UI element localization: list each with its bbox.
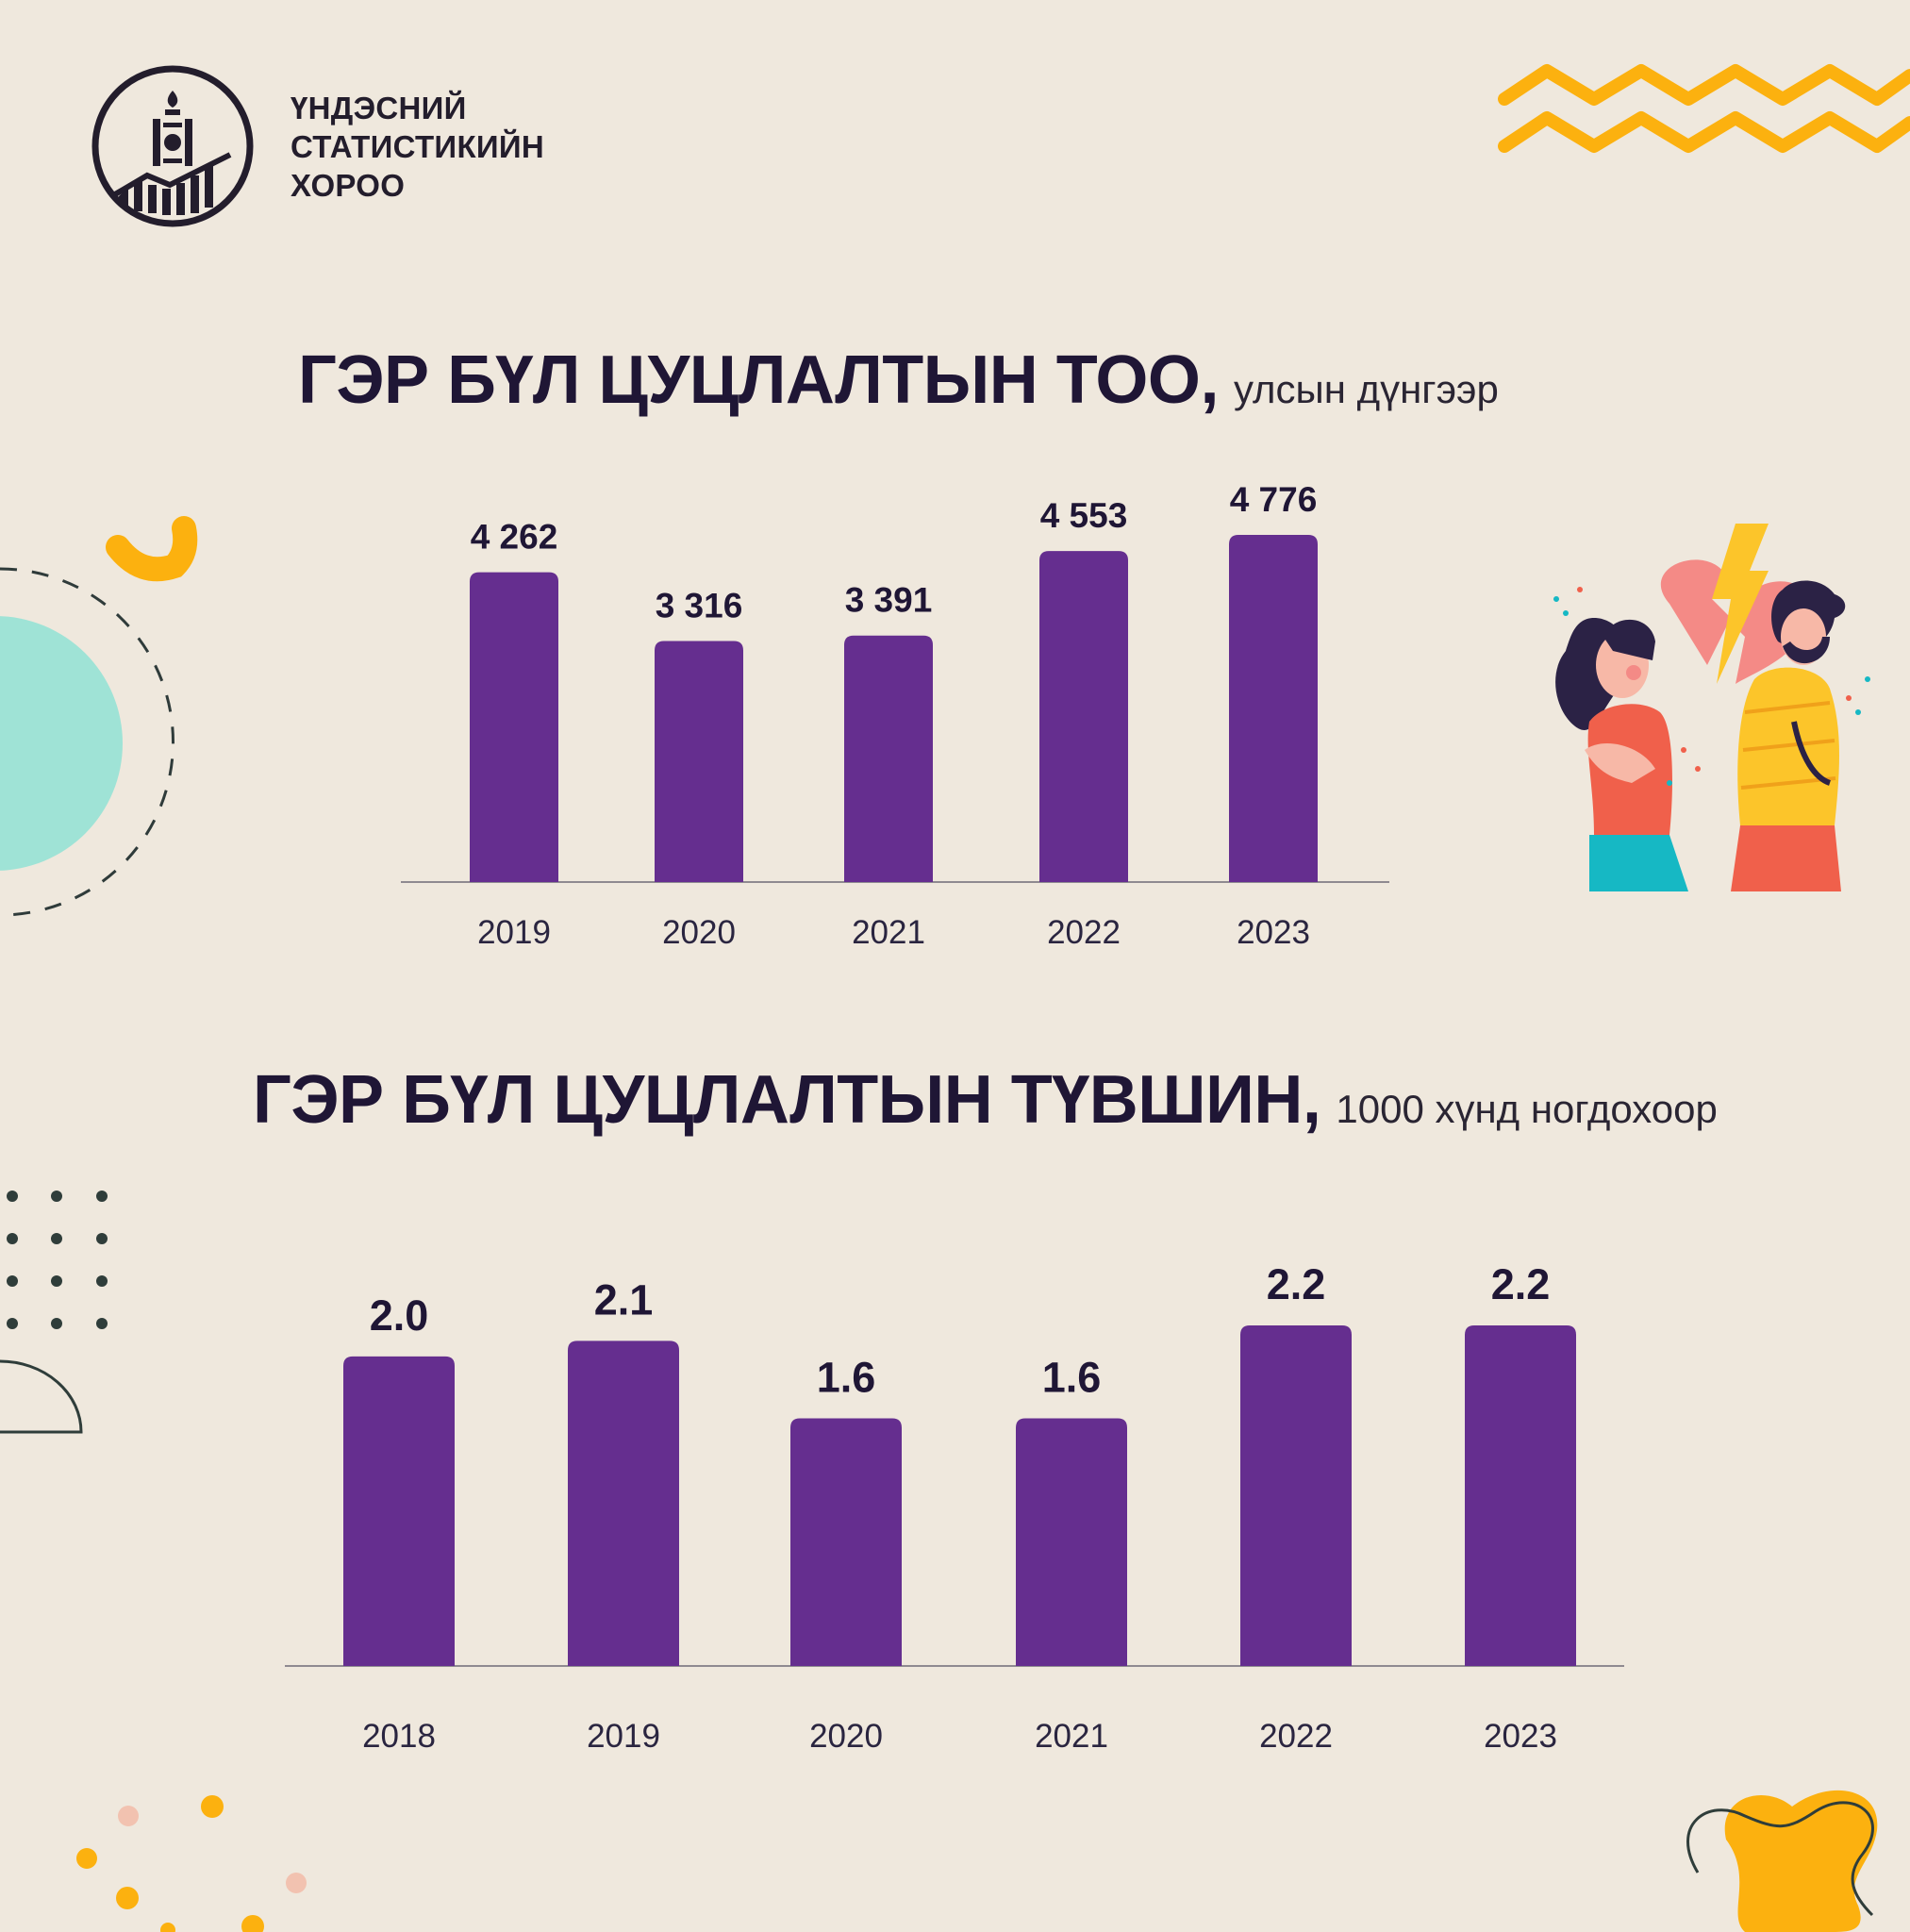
half-circle-decoration (0, 1359, 83, 1434)
chart-2-bar (790, 1418, 902, 1666)
broken-heart-couple-icon (1553, 524, 1870, 891)
outline-blob-decoration (1686, 1801, 1874, 1917)
chart-1-x-tick-label: 2019 (477, 914, 551, 951)
chart-2-data-label: 2.2 (1491, 1260, 1551, 1308)
chart-2-divorce-rate: 2.0 2018 2.1 2019 1.6 2020 1.6 2021 2.2 2022 2.2 20… (285, 1260, 1624, 1755)
chart-2-data-label: 1.6 (1042, 1353, 1102, 1401)
nso-emblem-icon (91, 65, 254, 227)
chart-1-data-label: 4 776 (1230, 480, 1318, 519)
chart-1-divorce-count: 4 262 2019 3 316 2020 3 391 2021 4 553 2022 4 77… (401, 480, 1389, 951)
chart-2-bar (568, 1341, 679, 1666)
org-name: ҮНДЭСНИЙ СТАТИСТИКИЙН ХОРОО (291, 89, 544, 205)
chart-1-data-label: 3 316 (656, 586, 743, 625)
chart-2-title-main: ГЭР БҮЛ ЦУЦЛАЛТЫН ТҮВШИН, (253, 1062, 1321, 1138)
chart-1-title: ГЭР БҮЛ ЦУЦЛАЛТЫН ТОО, улсын дүнгээр (298, 341, 1499, 419)
chart-1-data-label: 4 553 (1040, 496, 1128, 535)
chart-2-bar (1465, 1325, 1576, 1666)
chart-1-subtitle: улсын дүнгээр (1233, 367, 1499, 411)
dashed-arc-decoration (0, 567, 174, 917)
chart-2-data-label: 1.6 (817, 1353, 876, 1401)
zigzag-top-decoration (1498, 64, 1910, 106)
chart-2-bar (1016, 1418, 1127, 1666)
chart-2-data-label: 2.1 (594, 1275, 654, 1324)
chart-2-subtitle: 1000 хүнд ногдохоор (1336, 1087, 1718, 1131)
org-name-line: СТАТИСТИКИЙН (291, 129, 545, 164)
chart-2-bar (343, 1356, 455, 1666)
chart-2-x-tick-label: 2018 (362, 1718, 436, 1755)
chart-2-x-tick-label: 2019 (587, 1718, 660, 1755)
chart-2-x-tick-label: 2020 (809, 1718, 883, 1755)
org-name-line: ҮНДЭСНИЙ (291, 91, 467, 125)
chart-1-x-tick-label: 2022 (1047, 914, 1121, 951)
chart-1-x-tick-label: 2023 (1237, 914, 1310, 951)
chart-2-title: ГЭР БҮЛ ЦУЦЛАЛТЫН ТҮВШИН, 1000 хүнд ногдо… (253, 1061, 1718, 1139)
chart-2-x-tick-label: 2022 (1259, 1718, 1333, 1755)
chart-1-data-label: 4 262 (471, 518, 558, 557)
yellow-blob-decoration (1724, 1790, 1878, 1932)
chart-1-x-tick-label: 2020 (662, 914, 736, 951)
org-name-line: ХОРОО (291, 168, 406, 203)
chart-1-title-main: ГЭР БҮЛ ЦУЦЛАЛТЫН ТОО, (298, 342, 1219, 418)
yellow-hook-decoration (106, 516, 198, 582)
chart-2-x-tick-label: 2023 (1484, 1718, 1557, 1755)
chart-1-bar (470, 572, 558, 882)
chart-2-data-label: 2.2 (1267, 1260, 1326, 1308)
chart-1-bar (655, 641, 743, 882)
chart-2-bar (1240, 1325, 1352, 1666)
chart-1-bar (1229, 535, 1318, 882)
zigzag-bottom-decoration (1498, 111, 1910, 153)
mint-circle-decoration (0, 616, 123, 871)
confetti-dots-decoration (76, 1795, 307, 1932)
chart-1-bar (844, 635, 933, 882)
chart-2-data-label: 2.0 (370, 1291, 429, 1340)
chart-1-x-tick-label: 2021 (852, 914, 925, 951)
chart-2-x-tick-label: 2021 (1035, 1718, 1108, 1755)
chart-1-data-label: 3 391 (845, 581, 933, 620)
dot-grid-decoration (7, 1191, 108, 1329)
chart-1-bar (1039, 551, 1128, 882)
